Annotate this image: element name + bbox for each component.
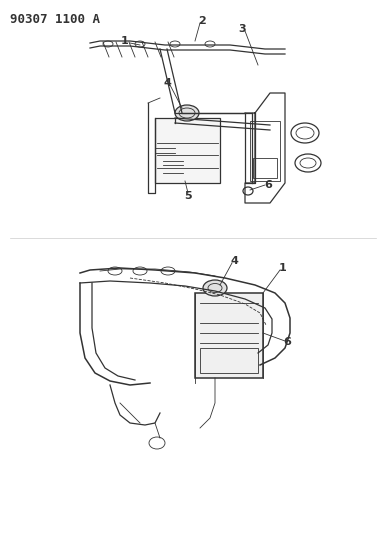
- Bar: [195, 293, 263, 378]
- Text: 1: 1: [121, 36, 129, 46]
- Bar: [250, 121, 280, 181]
- Text: 6: 6: [264, 180, 272, 190]
- Text: 90307 1100 A: 90307 1100 A: [10, 13, 100, 26]
- Text: 5: 5: [184, 191, 192, 201]
- Text: 2: 2: [198, 16, 206, 26]
- Ellipse shape: [175, 105, 199, 121]
- Text: 1: 1: [279, 263, 287, 273]
- Ellipse shape: [203, 280, 227, 296]
- Text: 4: 4: [163, 78, 171, 88]
- Text: 3: 3: [238, 24, 246, 34]
- Text: 6: 6: [283, 337, 291, 347]
- Bar: [253, 158, 277, 178]
- Text: 4: 4: [230, 256, 238, 266]
- Bar: [155, 118, 220, 183]
- Bar: [200, 348, 258, 373]
